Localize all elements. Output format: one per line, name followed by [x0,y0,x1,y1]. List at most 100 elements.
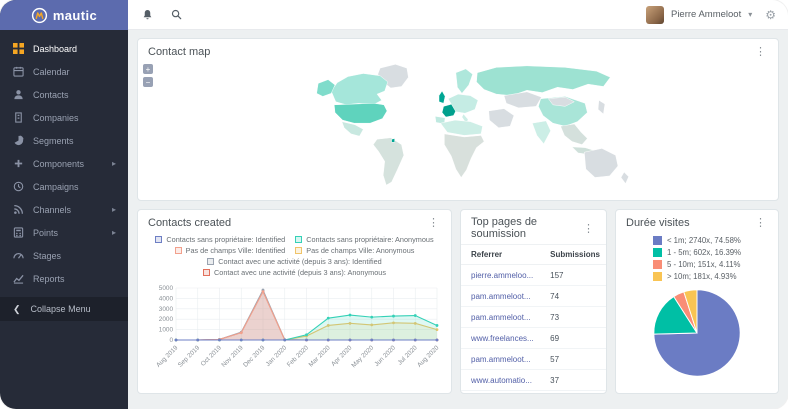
contacts-icon [12,89,24,101]
svg-text:0: 0 [169,337,173,344]
top-pages-title: Top pages de soumission [471,216,538,240]
sidebar-item-label: Segments [33,135,74,146]
referrer-cell: pam.ammeloot... [461,348,541,370]
legend-label: Contacts sans propriétaire: Identified [166,235,286,244]
submissions-cell: 57 [540,348,606,370]
svg-text:4000: 4000 [159,295,174,302]
referrer-link[interactable]: pam.ammeloot... [471,312,531,322]
legend-item[interactable]: Contact avec une activité (depuis 3 ans)… [207,257,382,266]
legend-label: Pas de champs Ville: Identified [185,246,286,255]
submissions-cell: 74 [540,285,606,307]
table-row: pam.ammeloot... 74 [461,285,606,307]
map-zoom-out-button[interactable]: − [143,77,153,87]
notifications-bell-icon[interactable] [142,9,153,21]
visit-duration-pie-chart[interactable] [649,285,745,381]
contacts-created-menu-icon[interactable]: ⋮ [428,217,439,229]
legend-swatch [652,260,662,269]
visit-duration-menu-icon[interactable]: ⋮ [755,217,766,229]
points-icon [12,227,24,239]
legend-swatch [174,247,182,254]
sidebar-item-contacts[interactable]: Contacts [0,83,128,106]
sidebar-item-points[interactable]: Points ▸ [0,221,128,244]
sidebar-item-segments[interactable]: Segments [0,129,128,152]
legend-item[interactable]: < 1m; 2740x, 74.58% [652,236,741,245]
user-name[interactable]: Pierre Ammeloot [670,9,742,20]
table-row: www.freelances... 69 [461,327,606,349]
sidebar-item-components[interactable]: Components ▸ [0,152,128,175]
legend-swatch [295,236,303,243]
sidebar-item-channels[interactable]: Channels ▸ [0,198,128,221]
svg-text:Aug 2020: Aug 2020 [416,344,441,369]
submissions-cell: 69 [540,327,606,349]
referrer-link[interactable]: pam.ammeloot... [471,354,531,364]
legend-item[interactable]: Contacts sans propriétaire: Anonymous [295,235,434,244]
sidebar-item-campaigns[interactable]: Campaigns [0,175,128,198]
channels-icon [12,204,24,216]
campaigns-icon [12,181,24,193]
brand-name: mautic [52,7,98,23]
legend-item[interactable]: Contact avec une activité (depuis 3 ans)… [203,268,386,277]
referrer-link[interactable]: www.freelances... [471,333,534,343]
segments-icon [12,135,24,147]
sidebar-item-reports[interactable]: Reports [0,267,128,290]
visit-duration-legend: < 1m; 2740x, 74.58% 1 - 5m; 602x, 16.39% 5… [652,236,741,281]
chevron-left-icon: ❮ [13,303,21,314]
legend-label: 5 - 10m; 151x, 4.11% [666,260,741,269]
gear-icon[interactable]: ⚙ [765,7,776,22]
svg-text:3000: 3000 [159,306,174,313]
legend-swatch [295,247,303,254]
svg-text:Aug 2019: Aug 2019 [155,344,180,369]
referrer-link[interactable]: pierre.ammeloo... [471,270,534,280]
sidebar-item-label: Contacts [33,89,69,100]
visit-duration-panel: Durée visites ⋮ < 1m; 2740x, 74.58% 1 - 5… [615,209,779,394]
sidebar-item-companies[interactable]: Companies [0,106,128,129]
table-row: pam.ammeloot... 57 [461,348,606,370]
sidebar-item-label: Stages [33,250,62,261]
svg-text:2000: 2000 [159,316,174,323]
svg-text:1000: 1000 [159,327,174,334]
referrer-cell: pam.ammeloot... [461,285,541,307]
column-submissions: Submissions [540,245,606,265]
mautic-logo-icon [31,7,47,23]
sidebar-collapse-menu[interactable]: ❮ Collapse Menu [0,297,128,321]
referrer-link[interactable]: www.automatio... [471,375,532,385]
svg-text:Nov 2019: Nov 2019 [220,344,245,369]
legend-item[interactable]: Pas de champs Ville: Identified [174,246,286,255]
legend-swatch [155,236,163,243]
world-map: + − [138,62,778,194]
map-zoom-in-button[interactable]: + [143,64,153,74]
sidebar-item-label: Reports [33,273,65,284]
sidebar-item-stages[interactable]: Stages [0,244,128,267]
legend-item[interactable]: Pas de champs Ville: Anonymous [295,246,414,255]
sidebar-item-label: Points [33,227,59,238]
sidebar: mautic Dashboard Calendar Contacts Companie… [0,0,128,409]
legend-item[interactable]: 5 - 10m; 151x, 4.11% [652,260,741,269]
caret-down-icon[interactable]: ▾ [748,10,753,19]
legend-swatch [207,258,215,265]
svg-text:Mar 2020: Mar 2020 [308,344,332,368]
legend-item[interactable]: > 10m; 181x, 4.93% [652,272,741,281]
collapse-menu-label: Collapse Menu [30,304,91,314]
referrer-link[interactable]: pam.ammeloot... [471,291,531,301]
referrer-cell: pam.ammeloot... [461,306,541,328]
sidebar-item-label: Dashboard [33,43,78,54]
contacts-created-title: Contacts created [148,216,232,229]
brand-logo[interactable]: mautic [0,0,128,30]
svg-text:May 2020: May 2020 [350,344,375,369]
main-area: Pierre Ammeloot ▾ ⚙ Contact map ⋮ + − [128,0,788,409]
user-avatar[interactable] [645,5,664,24]
world-map-svg[interactable] [244,62,672,192]
svg-text:Jan 2020: Jan 2020 [265,344,289,368]
legend-swatch [652,272,662,281]
sidebar-item-dashboard[interactable]: Dashboard [0,37,128,60]
legend-item[interactable]: Contacts sans propriétaire: Identified [155,235,285,244]
legend-item[interactable]: 1 - 5m; 602x, 16.39% [652,248,741,257]
top-pages-menu-icon[interactable]: ⋮ [583,222,594,235]
sidebar-item-label: Channels [33,204,72,215]
search-icon[interactable] [171,9,182,20]
sidebar-item-calendar[interactable]: Calendar [0,60,128,83]
contact-map-menu-icon[interactable]: ⋮ [755,46,766,58]
submissions-cell: 73 [540,306,606,328]
legend-label: Contact avec une activité (depuis 3 ans)… [218,257,382,266]
